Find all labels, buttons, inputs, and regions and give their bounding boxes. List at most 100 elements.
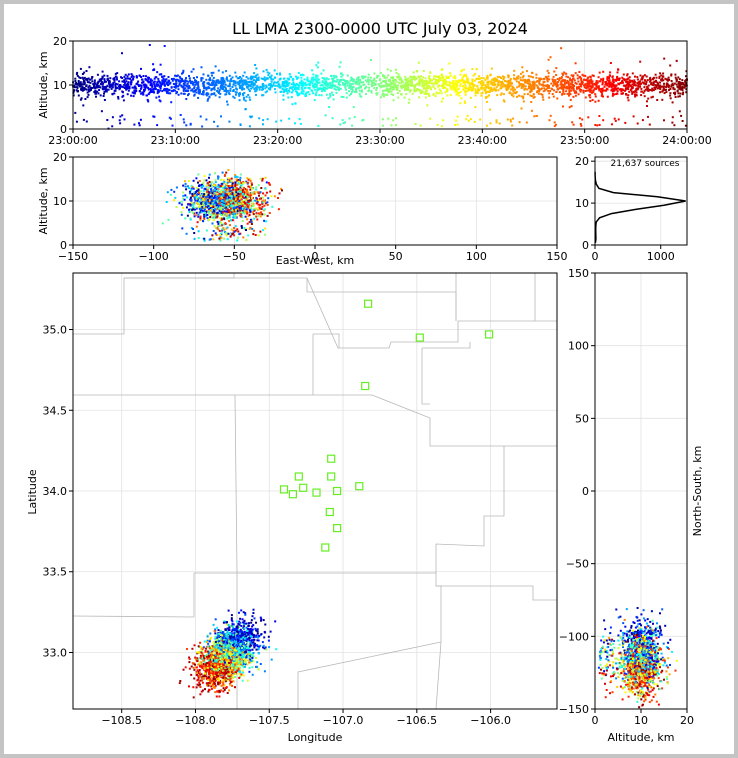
source-point <box>332 94 335 96</box>
source-point <box>545 88 548 91</box>
source-point <box>184 87 187 90</box>
source-point <box>106 77 109 80</box>
source-point <box>664 89 667 91</box>
source-point <box>260 619 262 622</box>
source-point <box>226 181 229 184</box>
source-point <box>235 188 238 191</box>
source-point <box>444 91 447 94</box>
source-point <box>288 73 291 76</box>
source-point <box>202 210 205 213</box>
source-point <box>289 75 292 78</box>
source-point <box>148 81 151 84</box>
source-point <box>222 227 225 230</box>
source-point <box>312 73 315 76</box>
source-point <box>452 85 455 88</box>
source-point <box>429 71 432 74</box>
source-point <box>497 89 500 92</box>
source-point <box>467 119 470 122</box>
source-point <box>361 89 363 92</box>
source-point <box>123 80 125 83</box>
source-point <box>185 188 188 191</box>
source-point <box>570 79 573 82</box>
source-point <box>459 73 462 76</box>
source-point <box>582 74 585 77</box>
source-point <box>546 76 548 79</box>
source-point <box>145 84 148 87</box>
source-point <box>556 78 559 80</box>
source-point <box>203 205 206 208</box>
source-point <box>626 96 629 99</box>
source-point <box>196 683 199 686</box>
source-point <box>199 217 202 220</box>
source-point <box>259 85 262 88</box>
source-point <box>225 76 228 79</box>
source-point <box>104 90 107 93</box>
source-point <box>128 77 131 80</box>
source-point <box>381 118 384 121</box>
source-point <box>655 86 658 89</box>
source-point <box>233 227 236 229</box>
source-point <box>320 94 323 97</box>
source-point <box>102 88 105 91</box>
source-point <box>140 86 143 89</box>
source-point <box>682 86 685 89</box>
source-point <box>441 97 444 100</box>
source-point <box>316 79 319 82</box>
source-point <box>286 92 289 95</box>
y-tick-label: 10 <box>53 195 67 208</box>
source-point <box>617 87 620 90</box>
source-point <box>193 215 196 218</box>
source-point <box>553 70 556 73</box>
source-point <box>221 217 223 220</box>
source-point <box>590 78 593 81</box>
source-point <box>370 90 373 92</box>
source-point <box>79 82 82 85</box>
source-point <box>257 86 260 89</box>
source-point <box>228 187 231 190</box>
source-point <box>82 81 85 84</box>
source-point <box>566 92 569 95</box>
source-point <box>234 80 237 83</box>
source-point <box>174 89 177 92</box>
source-point <box>215 204 218 207</box>
source-point <box>448 84 451 87</box>
source-point <box>458 80 461 83</box>
source-point <box>500 85 503 88</box>
source-point <box>155 96 158 99</box>
source-point <box>364 75 367 78</box>
source-point <box>219 80 222 83</box>
source-point <box>259 177 262 180</box>
source-point <box>208 238 211 241</box>
source-point <box>640 94 643 97</box>
source-point <box>238 189 241 192</box>
source-point <box>411 92 414 95</box>
source-point <box>197 86 200 89</box>
source-point <box>367 73 370 76</box>
source-point <box>296 93 299 96</box>
source-point <box>301 88 304 91</box>
source-point <box>238 93 240 95</box>
source-point <box>466 77 469 80</box>
source-point <box>272 82 275 85</box>
source-point <box>250 80 253 83</box>
source-point <box>488 91 491 93</box>
source-point <box>76 86 79 89</box>
source-point <box>203 81 206 83</box>
source-point <box>519 79 522 82</box>
source-point <box>219 204 222 207</box>
source-point <box>601 83 604 86</box>
source-point <box>245 196 247 199</box>
source-point <box>580 124 583 127</box>
source-point <box>684 81 687 84</box>
source-point <box>509 118 512 121</box>
source-point <box>76 90 79 93</box>
source-point <box>663 92 666 95</box>
source-point <box>329 93 332 95</box>
source-point <box>521 66 524 69</box>
source-point <box>532 93 535 96</box>
source-point <box>361 75 363 78</box>
source-point <box>200 66 203 69</box>
lma-figure: LL LMA 2300-0000 UTC July 03, 2024 23:00… <box>4 4 734 754</box>
source-point <box>398 75 401 78</box>
source-point <box>646 100 648 103</box>
